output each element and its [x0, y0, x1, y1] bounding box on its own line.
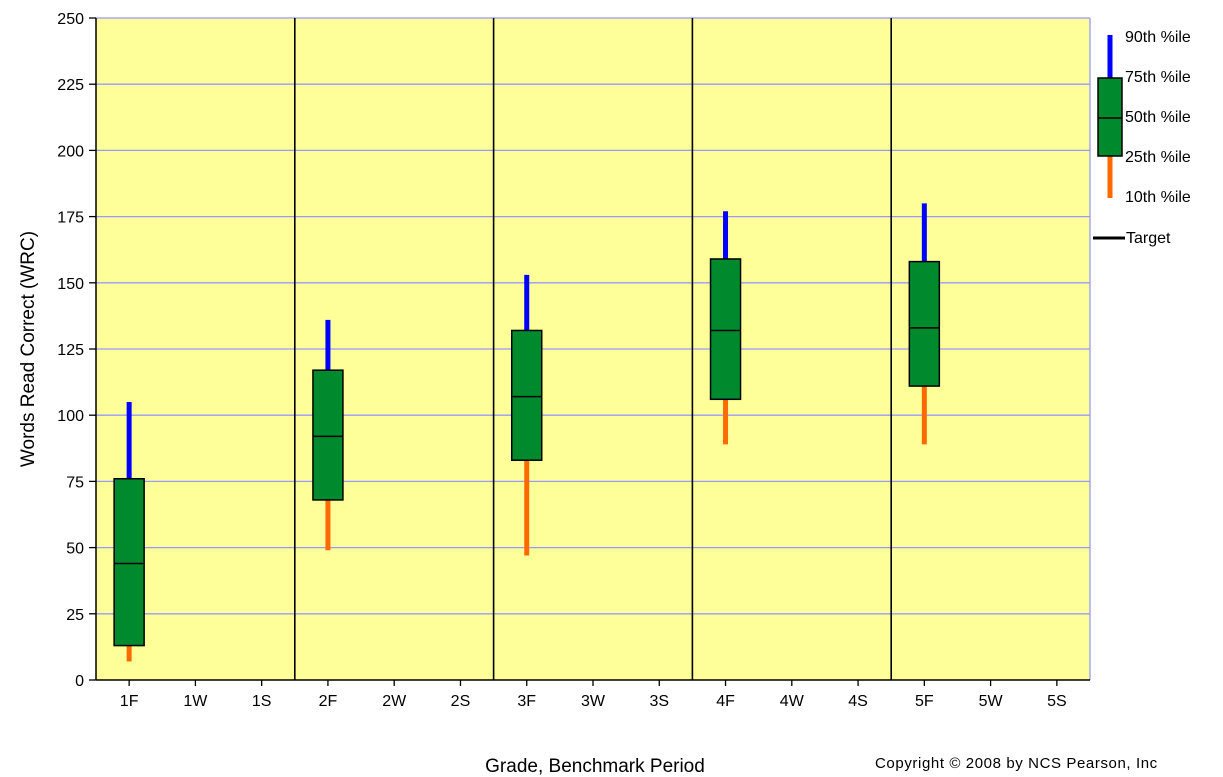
box-3F: [510, 274, 543, 556]
x-tick-label: 3F: [517, 693, 536, 710]
legend-label-target: Target: [1126, 230, 1171, 247]
y-axis-title: Words Read Correct (WRC): [18, 231, 39, 467]
box-body: [709, 258, 742, 401]
x-tick-label: 1F: [120, 693, 139, 710]
x-tick-label: 1W: [183, 693, 208, 710]
x-tick-label: 4S: [848, 693, 868, 710]
x-tick-label: 5S: [1047, 693, 1067, 710]
x-tick-label: 2S: [451, 693, 471, 710]
legend-label-p25: 25th %ile: [1125, 149, 1191, 166]
legend-label-p50: 50th %ile: [1125, 109, 1191, 126]
copyright-text: Copyright © 2008 by NCS Pearson, Inc: [875, 755, 1158, 772]
x-tick-label: 3W: [581, 693, 606, 710]
y-tick-label: 150: [57, 276, 84, 293]
box-body: [312, 369, 344, 501]
x-tick-label: 3S: [649, 693, 669, 710]
y-tick-label: 75: [66, 474, 84, 491]
legend: 90th %ile 75th %ile 50th %ile 25th %ile 10th…: [1093, 29, 1191, 247]
legend-label-p90: 90th %ile: [1125, 29, 1191, 46]
y-tick-label: 175: [57, 210, 84, 227]
y-tick-label: 25: [66, 607, 84, 624]
y-tick-label: 100: [57, 408, 84, 425]
x-axis-title: Grade, Benchmark Period: [485, 756, 705, 777]
y-tick-label: 250: [57, 11, 84, 28]
box-body: [908, 260, 941, 387]
box-1F: [113, 401, 145, 662]
x-tick-label: 5W: [979, 693, 1004, 710]
box-4F: [709, 211, 742, 445]
box-5F: [908, 203, 941, 445]
y-tick-label: 200: [57, 143, 84, 160]
x-tick-label: 5F: [915, 693, 934, 710]
y-tick-label: 225: [57, 77, 84, 94]
box-body: [113, 478, 145, 647]
box-2F: [312, 319, 344, 551]
legend-label-p10: 10th %ile: [1125, 189, 1191, 206]
x-tick-label: 4W: [780, 693, 805, 710]
y-tick-label: 50: [66, 541, 84, 558]
legend-label-p75: 75th %ile: [1125, 69, 1191, 86]
box-body: [510, 329, 543, 461]
legend-box: [1097, 77, 1123, 157]
y-tick-label: 125: [57, 342, 84, 359]
x-tick-label: 2F: [319, 693, 338, 710]
x-tick-label: 1S: [252, 693, 272, 710]
y-tick-label: 0: [75, 673, 84, 690]
x-tick-label: 4F: [716, 693, 735, 710]
x-tick-label: 2W: [382, 693, 407, 710]
